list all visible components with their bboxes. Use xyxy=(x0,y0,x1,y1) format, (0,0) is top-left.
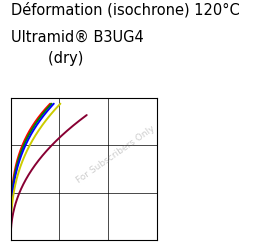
Text: Ultramid® B3UG4: Ultramid® B3UG4 xyxy=(11,29,143,44)
Text: For Subscribers Only: For Subscribers Only xyxy=(75,124,157,185)
Text: Déformation (isochrone) 120°C: Déformation (isochrone) 120°C xyxy=(11,2,239,18)
Text: (dry): (dry) xyxy=(11,51,83,66)
